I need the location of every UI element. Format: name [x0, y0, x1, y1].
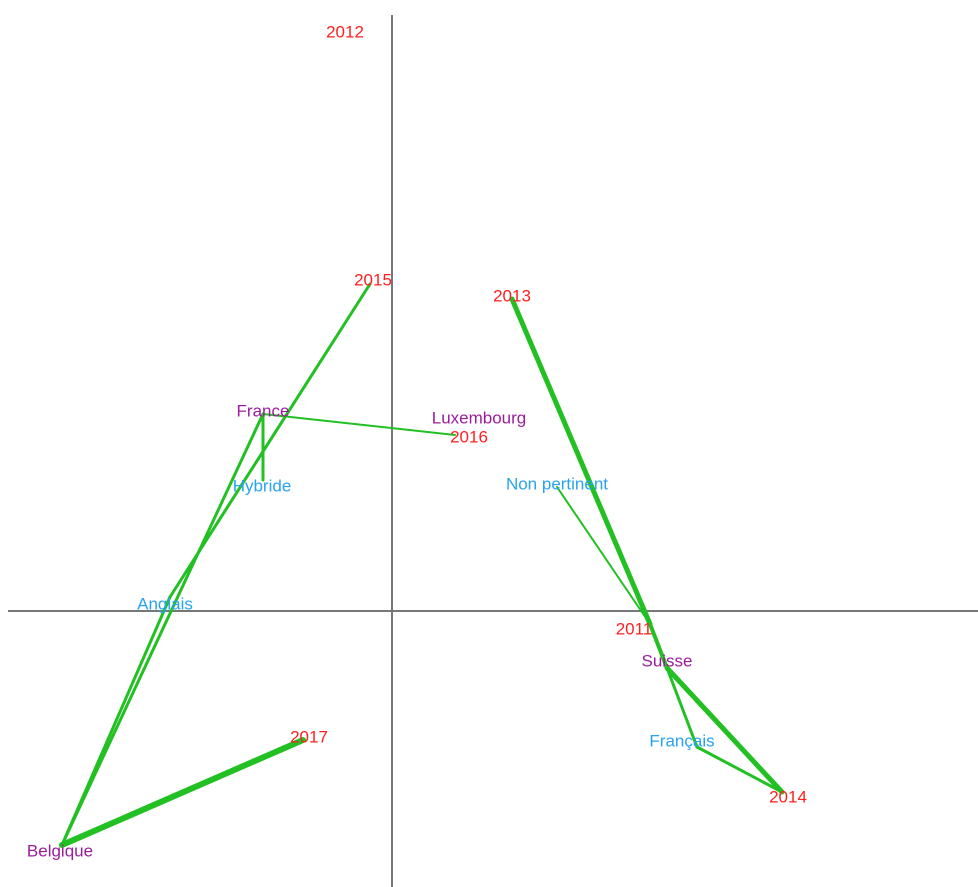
edge	[60, 412, 265, 847]
node-label: 2016	[450, 427, 488, 446]
edges	[59, 282, 785, 848]
node-label: 2017	[290, 727, 328, 746]
node-label: 2013	[493, 286, 531, 305]
edge	[648, 622, 669, 670]
node-label: 2014	[769, 787, 807, 806]
node-label: Belgique	[27, 841, 93, 860]
node-label: Luxembourg	[432, 408, 527, 427]
edge	[262, 413, 456, 436]
edge	[695, 745, 784, 794]
node-label: 2012	[326, 22, 364, 41]
edge	[664, 665, 785, 795]
node-label: France	[237, 401, 290, 420]
node-label: Français	[649, 731, 714, 750]
edge	[556, 486, 651, 625]
node-label: 2015	[354, 270, 392, 289]
node-label: Non pertinent	[506, 474, 608, 493]
node-label: Hybride	[233, 476, 292, 495]
node-label: Anglais	[137, 594, 193, 613]
edge	[59, 737, 306, 848]
node-label: 2011	[616, 619, 653, 638]
node-label: Suisse	[641, 651, 692, 670]
edge	[60, 595, 172, 847]
edge	[509, 296, 653, 627]
edge	[665, 666, 699, 749]
